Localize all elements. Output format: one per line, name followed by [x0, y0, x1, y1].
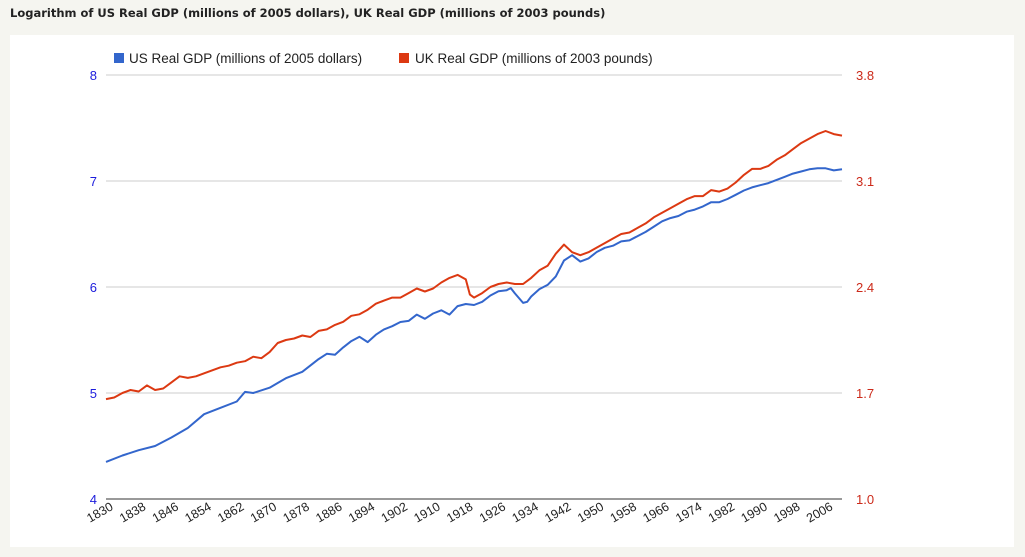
- x-axis-tick-label: 1878: [281, 499, 312, 525]
- legend-swatch-us[interactable]: [114, 53, 124, 63]
- gridlines: [106, 74, 842, 500]
- x-axis-tick-label: 1838: [117, 499, 148, 525]
- legend-label-us[interactable]: US Real GDP (millions of 2005 dollars): [129, 51, 362, 66]
- x-axis-ticks: 1830 1838 1846 1854 1862 1870 1878 1886 1894 1902…: [84, 499, 835, 525]
- legend-swatch-uk[interactable]: [399, 53, 409, 63]
- page-title: Logarithm of US Real GDP (millions of 20…: [10, 6, 606, 20]
- left-axis-ticks: 4 5 6 7 8: [90, 68, 97, 507]
- x-axis-tick-label: 1870: [248, 499, 279, 525]
- x-axis-tick-label: 1950: [575, 499, 606, 525]
- x-axis-tick-label: 1846: [150, 499, 181, 525]
- series-lines: [105, 130, 843, 463]
- x-axis-tick-label: 1854: [183, 499, 214, 525]
- left-axis-tick-label: 5: [90, 386, 97, 401]
- x-axis-tick-label: 1990: [739, 499, 770, 525]
- x-axis-tick-label: 1998: [771, 499, 802, 525]
- uk-gdp-line: [105, 130, 843, 401]
- right-axis-tick-label: 3.1: [856, 174, 874, 189]
- x-axis-tick-label: 1982: [706, 499, 737, 525]
- x-axis-tick-label: 1902: [379, 499, 410, 525]
- left-axis-tick-label: 7: [90, 174, 97, 189]
- x-axis-tick-label: 1958: [608, 499, 639, 525]
- us-gdp-line: [105, 167, 843, 463]
- x-axis-tick-label: 2006: [804, 499, 835, 525]
- x-axis-tick-label: 1910: [412, 499, 443, 525]
- left-axis-tick-label: 4: [90, 492, 97, 507]
- x-axis-tick-label: 1974: [673, 499, 704, 525]
- x-axis-tick-label: 1918: [444, 499, 475, 525]
- right-axis-ticks: 1.0 1.7 2.4 3.1 3.8: [856, 68, 874, 507]
- right-axis-tick-label: 3.8: [856, 68, 874, 83]
- x-axis-tick-label: 1886: [313, 499, 344, 525]
- x-axis-tick-label: 1966: [641, 499, 672, 525]
- x-axis-tick-label: 1894: [346, 499, 377, 525]
- legend-label-uk[interactable]: UK Real GDP (millions of 2003 pounds): [415, 51, 653, 66]
- x-axis-tick-label: 1862: [215, 499, 246, 525]
- right-axis-tick-label: 1.7: [856, 386, 874, 401]
- x-axis-tick-label: 1934: [510, 499, 541, 525]
- x-axis-tick-label: 1942: [542, 499, 573, 525]
- left-axis-tick-label: 6: [90, 280, 97, 295]
- chart-panel: 4 5 6 7 8 1.0 1.7 2.4 3.1 3.8 1830 1838 1846 1854 18…: [10, 35, 1014, 547]
- legend[interactable]: US Real GDP (millions of 2005 dollars) U…: [114, 51, 653, 66]
- left-axis-tick-label: 8: [90, 68, 97, 83]
- right-axis-tick-label: 1.0: [856, 492, 874, 507]
- right-axis-tick-label: 2.4: [856, 280, 874, 295]
- line-chart: 4 5 6 7 8 1.0 1.7 2.4 3.1 3.8 1830 1838 1846 1854 18…: [84, 51, 874, 526]
- x-axis-tick-label: 1926: [477, 499, 508, 525]
